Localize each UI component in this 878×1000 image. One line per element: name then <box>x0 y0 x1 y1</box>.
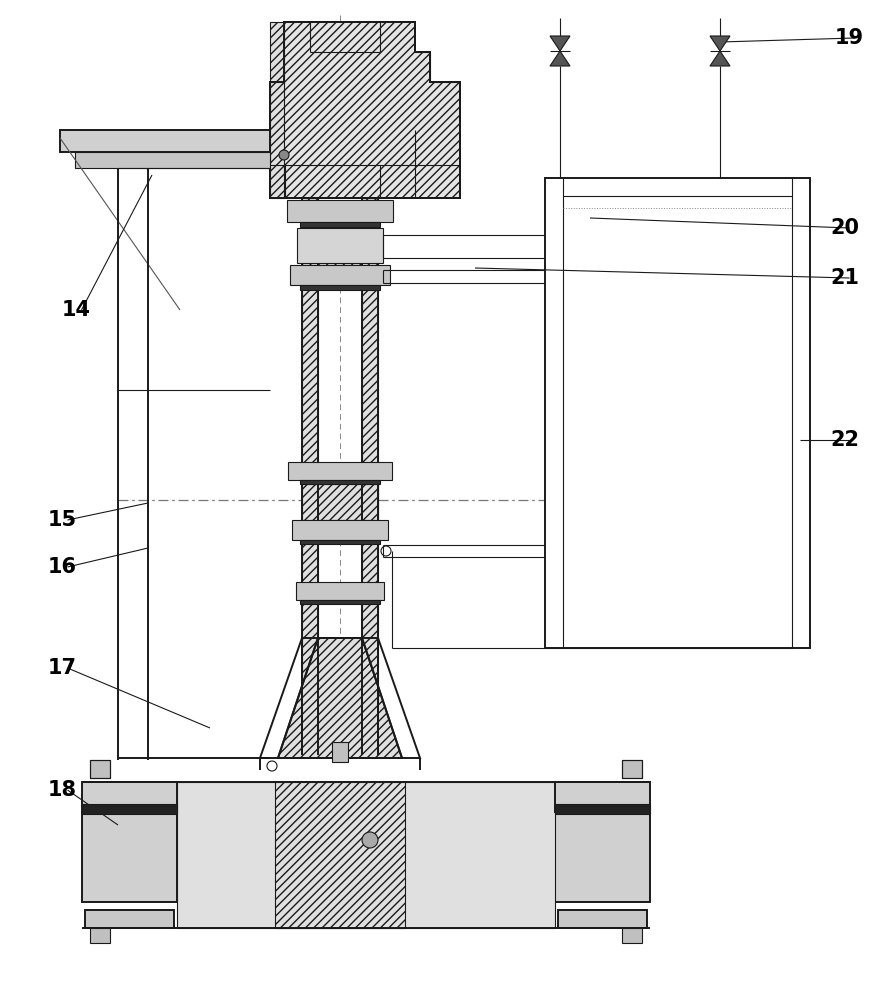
Bar <box>297 228 383 263</box>
Bar <box>622 760 641 778</box>
Polygon shape <box>550 51 569 66</box>
Bar <box>290 265 390 285</box>
Text: 19: 19 <box>834 28 863 48</box>
Polygon shape <box>362 198 378 755</box>
Polygon shape <box>275 782 405 928</box>
Polygon shape <box>302 198 318 755</box>
Bar <box>82 804 176 814</box>
Bar <box>622 760 641 778</box>
Text: 22: 22 <box>829 430 858 450</box>
Bar <box>622 928 641 943</box>
Polygon shape <box>709 36 729 51</box>
Bar <box>82 782 176 812</box>
Bar <box>291 520 387 540</box>
Bar <box>90 760 110 778</box>
Bar <box>299 600 379 604</box>
Bar <box>299 285 379 290</box>
Text: 17: 17 <box>48 658 77 678</box>
Bar <box>544 178 810 648</box>
Bar <box>554 782 649 812</box>
Bar <box>75 152 270 168</box>
Polygon shape <box>277 638 401 758</box>
Bar <box>332 742 348 762</box>
Circle shape <box>278 150 289 160</box>
Text: 15: 15 <box>48 510 77 530</box>
Polygon shape <box>302 227 378 265</box>
Text: 21: 21 <box>829 268 858 288</box>
Polygon shape <box>270 22 284 198</box>
Text: 20: 20 <box>829 218 858 238</box>
Bar <box>558 910 646 928</box>
Bar <box>554 804 649 814</box>
Text: 18: 18 <box>48 780 77 800</box>
Text: 14: 14 <box>62 300 91 320</box>
Polygon shape <box>270 22 459 198</box>
Polygon shape <box>302 484 378 520</box>
Bar <box>296 582 384 600</box>
Bar <box>90 760 110 778</box>
Bar <box>82 812 176 902</box>
Polygon shape <box>550 36 569 51</box>
Polygon shape <box>709 51 729 66</box>
Bar <box>288 462 392 480</box>
Bar <box>85 910 174 928</box>
Bar <box>287 200 392 222</box>
Bar <box>176 782 554 928</box>
Bar <box>299 222 379 227</box>
Bar <box>554 812 649 902</box>
Bar <box>299 540 379 544</box>
Bar <box>90 928 110 943</box>
Text: 16: 16 <box>48 557 77 577</box>
Bar <box>299 480 379 484</box>
Circle shape <box>362 832 378 848</box>
Bar <box>60 130 270 152</box>
